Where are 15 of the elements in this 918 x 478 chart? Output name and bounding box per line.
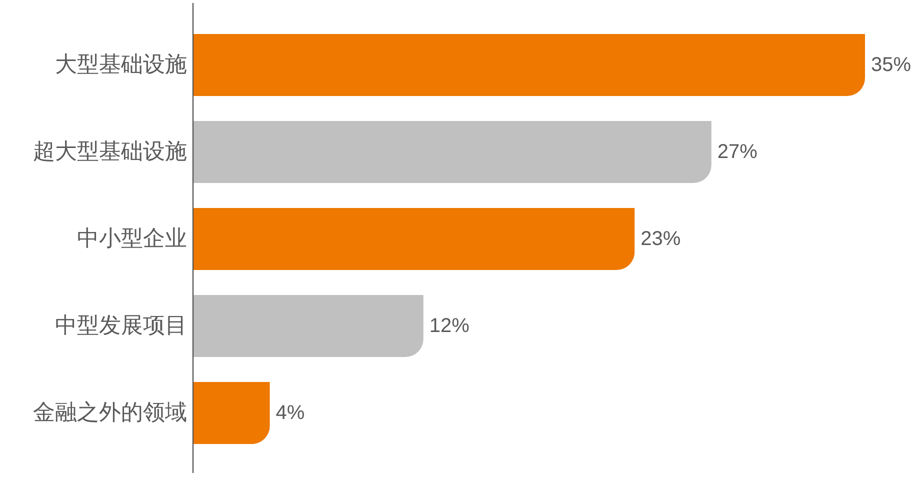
y-tick-label: 金融之外的领域 <box>33 400 187 426</box>
data-label: 4% <box>276 402 305 424</box>
data-label: 12% <box>429 315 470 337</box>
bar <box>193 34 865 96</box>
y-tick-label: 超大型基础设施 <box>33 140 187 164</box>
data-label: 35% <box>871 54 912 76</box>
bar <box>193 382 270 444</box>
data-label: 23% <box>640 228 681 250</box>
y-tick-label: 中型发展项目 <box>55 314 187 338</box>
bar <box>193 294 424 358</box>
data-label: 27% <box>717 141 758 163</box>
bar <box>193 208 635 270</box>
y-tick-label: 大型基础设施 <box>55 52 187 78</box>
bar <box>193 120 712 184</box>
y-tick-label: 中小型企业 <box>77 226 187 252</box>
